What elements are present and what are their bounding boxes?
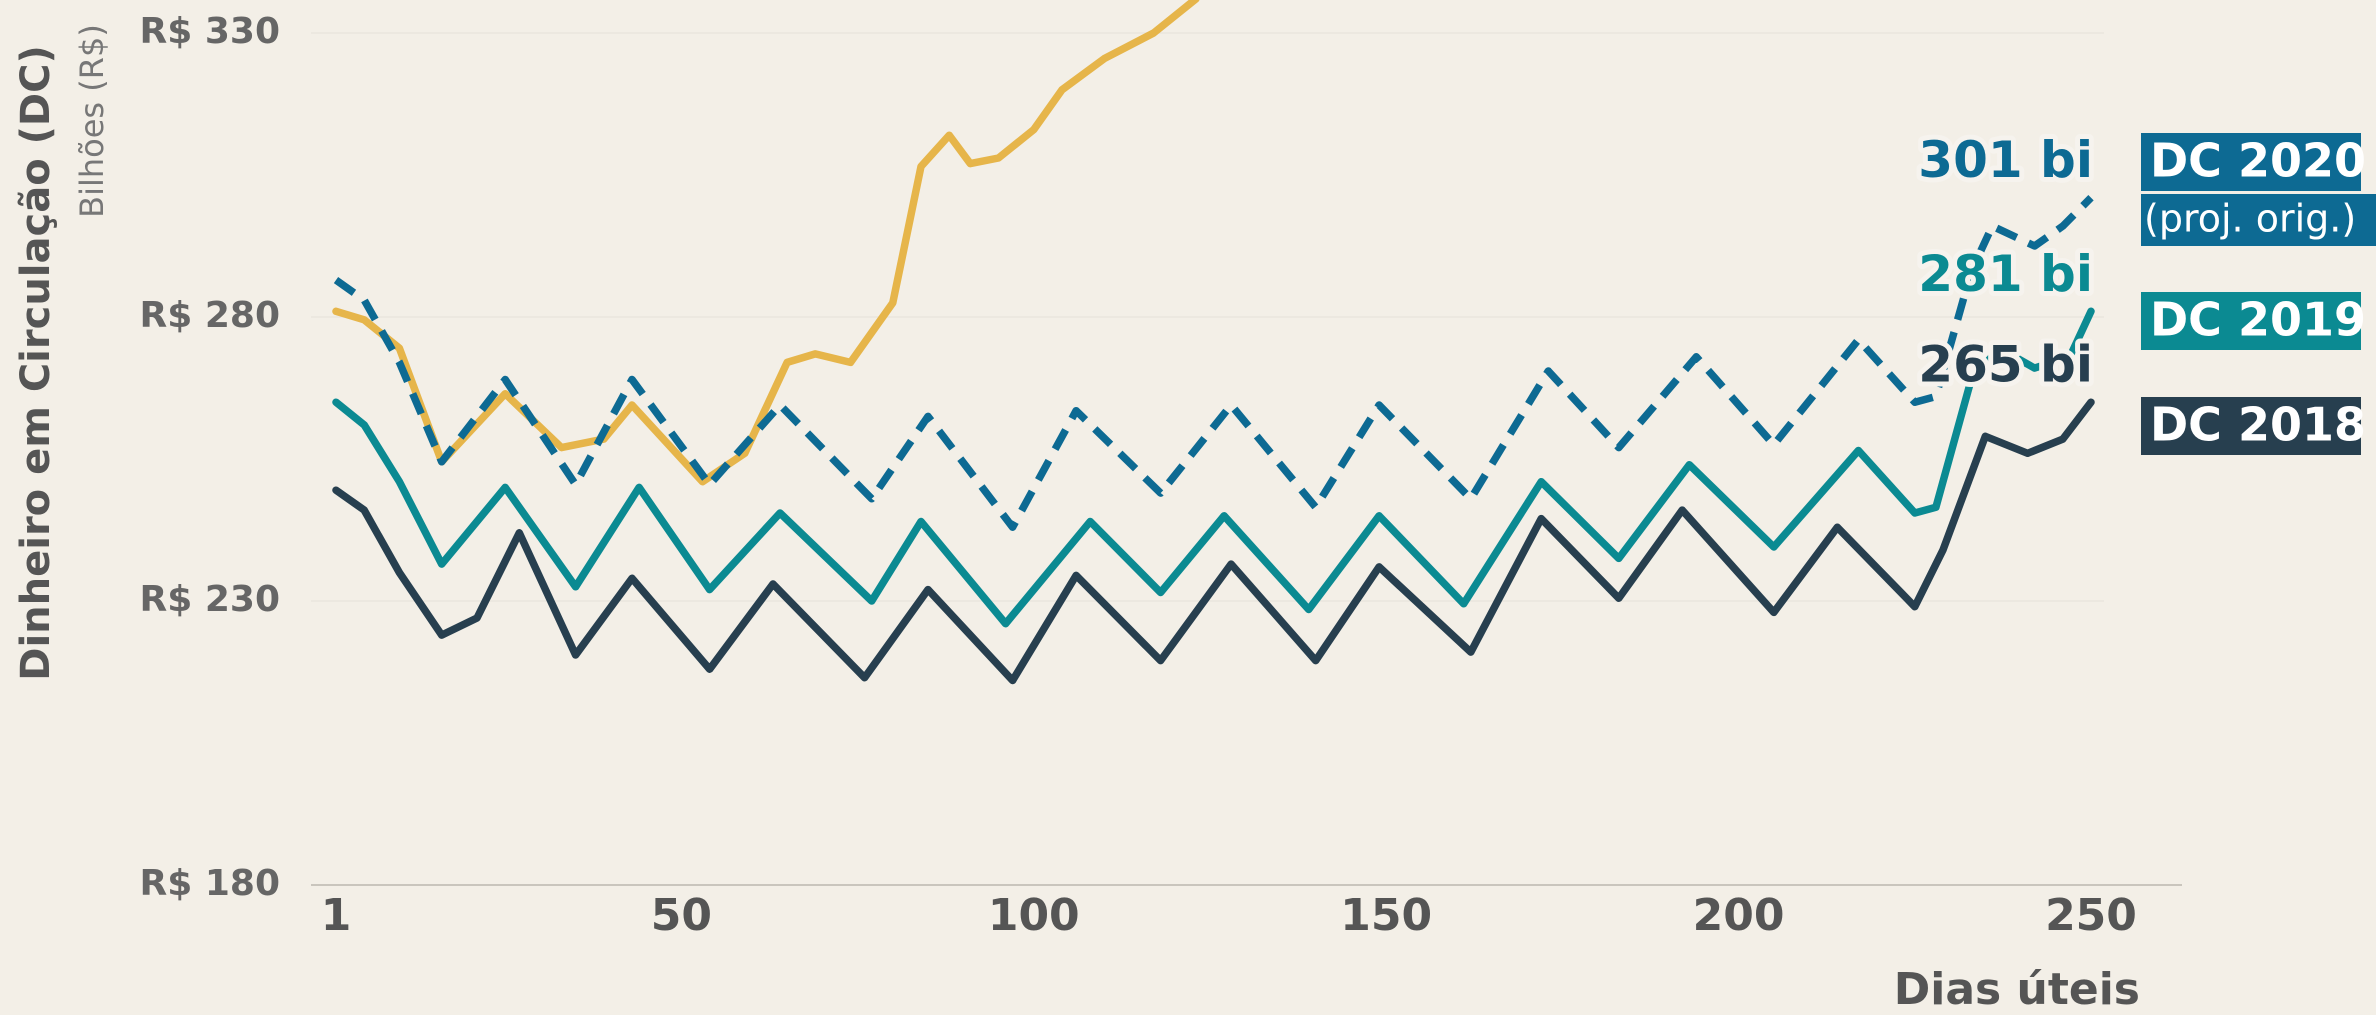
x-tick-label: 1 [321,890,352,941]
legend-note: (proj. orig.) [2144,197,2356,241]
end-label: 301 bi [1918,131,2093,189]
series-line [332,307,2095,628]
x-tick-label: 200 [1693,890,1785,941]
legend-box [2141,397,2361,455]
legend-box [2141,133,2361,191]
series-line [332,0,1200,486]
y-axis-subtitle: Bilhões (R$) [73,24,111,218]
legend-label: DC 2020 [2150,134,2366,188]
legend-label: DC 2018 [2150,398,2366,452]
legend-box [2141,292,2361,350]
legend-note-box [2141,194,2376,246]
y-tick-label: R$ 330 [140,11,280,52]
y-tick-label: R$ 180 [140,863,280,904]
end-label: 265 bi [1918,336,2093,394]
y-tick-label: R$ 280 [140,295,280,336]
x-tick-label: 150 [1340,890,1432,941]
y-axis-title: Dinheiro em Circulação (DC) [13,45,59,681]
x-tick-label: 100 [988,890,1080,941]
series-line [332,398,2095,685]
x-axis-title: Dias úteis [1894,964,2140,1015]
end-label: 281 bi [1918,245,2093,303]
y-tick-label: R$ 230 [140,579,280,620]
legend-label: DC 2019 [2150,293,2366,347]
series-line [333,195,2094,531]
x-tick-label: 250 [2045,890,2137,941]
x-tick-label: 50 [651,890,712,941]
